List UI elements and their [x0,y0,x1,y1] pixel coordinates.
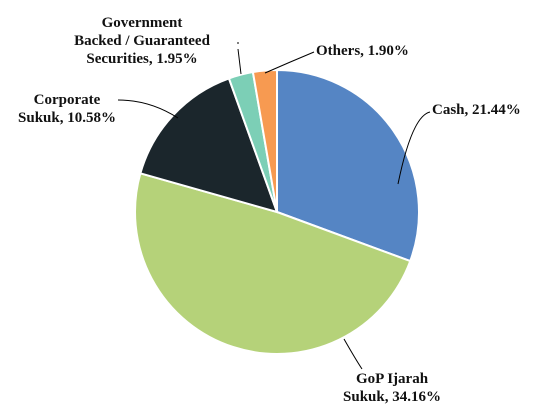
slice-label-cash: Cash, 21.44% [432,102,521,118]
slice-label-line: Government [102,15,183,31]
leader-line-others [264,51,315,74]
slice-label-others: Others, 1.90% [316,43,409,59]
slice-label-line: Cash, 21.44% [432,102,521,118]
slice-label-line: Sukuk, 10.58% [18,110,116,126]
slice-label-line: Backed / Guaranteed [74,33,210,49]
leader-line-corporate-sukuk [117,99,179,119]
slice-label-government-backed-guaranteed-securities: Government Backed / Guaranteed Securities,… [74,15,210,67]
leader-line-cash [397,111,431,185]
leader-line-government-backed-guaranteed-securities [237,42,242,75]
pie-slice-gop-ijarah-sukuk [134,172,412,355]
pie-slice-others [251,68,278,213]
slice-label-line: Corporate [34,92,101,108]
leader-line-gop-ijarah-sukuk [343,338,363,370]
slice-label-line: Sukuk, 34.16% [343,389,441,405]
slice-label-line: Others, 1.90% [316,43,409,59]
slice-label-line: GoP Ijarah [356,371,429,387]
pie-slice-cash [276,68,420,263]
slice-label-line: Securities, 1.95% [86,51,197,67]
slice-label-corporate-sukuk: Corporate Sukuk, 10.58% [18,92,116,126]
slice-label-gop-ijarah-sukuk: GoP Ijarah Sukuk, 34.16% [343,371,441,405]
